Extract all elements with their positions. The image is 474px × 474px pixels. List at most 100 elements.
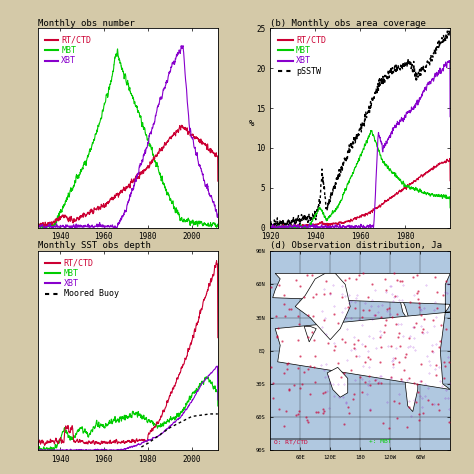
Point [409, 343, 417, 350]
Point [341, 276, 349, 283]
Point [419, 329, 427, 337]
Point [275, 281, 283, 289]
Point [393, 414, 401, 422]
Point [415, 296, 422, 303]
Point [358, 321, 366, 328]
Point [417, 311, 425, 319]
Point [356, 272, 363, 279]
Point [431, 299, 439, 306]
Point [419, 394, 426, 402]
Point [340, 369, 348, 377]
Point [391, 397, 398, 405]
Point [412, 319, 419, 327]
Point [317, 361, 325, 368]
Point [392, 303, 399, 310]
Point [323, 277, 330, 284]
Point [365, 333, 373, 340]
Point [280, 422, 288, 430]
Point [438, 382, 446, 390]
Point [319, 389, 327, 396]
Point [380, 328, 388, 336]
Point [398, 296, 406, 303]
Point [436, 337, 443, 345]
Text: Monthly obs number: Monthly obs number [38, 18, 135, 27]
Point [442, 386, 449, 394]
Point [305, 333, 312, 340]
Legend: RT/CTD, MBT, XBT: RT/CTD, MBT, XBT [42, 33, 95, 69]
Point [343, 326, 351, 333]
Point [416, 410, 423, 418]
Point [319, 409, 327, 417]
Point [426, 297, 434, 305]
Point [361, 327, 368, 334]
Point [405, 312, 413, 319]
Point [436, 407, 443, 414]
Point [421, 380, 429, 387]
Point [312, 409, 319, 416]
Point [389, 356, 397, 364]
Point [323, 388, 330, 395]
Point [375, 308, 383, 316]
Point [346, 274, 353, 282]
Point [314, 408, 321, 416]
Point [401, 353, 409, 360]
Point [332, 343, 339, 350]
Point [423, 328, 430, 336]
Point [368, 281, 376, 288]
Point [427, 303, 434, 310]
Point [419, 286, 427, 294]
Point [399, 377, 406, 384]
Point [445, 418, 452, 426]
Point [429, 316, 437, 324]
Point [291, 382, 298, 389]
Point [374, 302, 382, 310]
Point [418, 306, 425, 314]
Y-axis label: %: % [249, 119, 255, 128]
Point [338, 336, 346, 343]
Point [417, 377, 424, 384]
Point [418, 328, 426, 336]
Point [402, 351, 410, 358]
Point [320, 366, 328, 374]
Point [410, 379, 418, 387]
Point [396, 277, 403, 285]
Point [356, 373, 364, 380]
Point [446, 358, 453, 365]
Point [350, 340, 358, 347]
Point [439, 291, 447, 299]
Point [423, 288, 430, 296]
Point [267, 283, 275, 291]
Point [428, 341, 435, 349]
Point [387, 374, 395, 381]
Point [390, 354, 397, 362]
Point [340, 421, 348, 428]
Point [414, 388, 421, 396]
Point [322, 360, 329, 368]
Point [385, 304, 392, 311]
Point [385, 340, 393, 347]
Point [377, 327, 384, 334]
Point [389, 298, 397, 305]
Point [394, 333, 401, 340]
Point [404, 343, 412, 350]
Text: Monthly SST obs depth: Monthly SST obs depth [38, 241, 151, 250]
Point [390, 310, 398, 317]
Point [427, 361, 434, 369]
Point [272, 312, 280, 320]
Point [435, 343, 443, 351]
Point [404, 318, 411, 325]
Point [416, 377, 424, 385]
Point [336, 393, 343, 401]
Point [405, 374, 413, 382]
Point [378, 344, 385, 351]
Point [334, 359, 342, 366]
Point [347, 314, 355, 322]
Point [432, 313, 440, 320]
Point [421, 392, 428, 400]
Point [400, 332, 407, 340]
Point [365, 284, 373, 292]
Point [417, 361, 425, 368]
Point [304, 418, 312, 426]
Point [372, 286, 379, 294]
Point [425, 304, 433, 312]
